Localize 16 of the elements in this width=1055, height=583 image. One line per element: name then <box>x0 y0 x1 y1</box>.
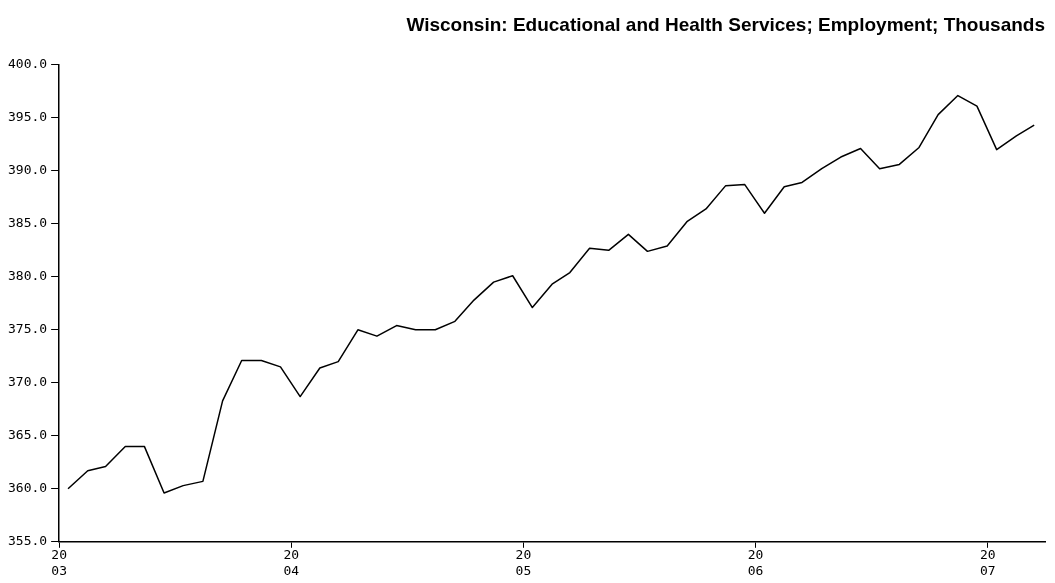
y-tick-label: 390.0 <box>7 162 48 178</box>
y-tick-label: 400.0 <box>7 56 48 72</box>
y-tick-label: 360.0 <box>7 480 48 496</box>
y-tick-label: 370.0 <box>7 374 48 390</box>
x-tick-label: 20 04 <box>283 546 300 578</box>
x-tick-label: 20 07 <box>979 546 996 578</box>
x-tick-label: 20 05 <box>515 546 532 578</box>
y-tick-label: 375.0 <box>7 321 48 337</box>
x-tick-label: 20 03 <box>51 546 67 578</box>
chart-title: Wisconsin: Educational and Health Services; Employment; Thousands <box>406 13 1045 35</box>
y-tick-label: 380.0 <box>7 268 48 284</box>
y-tick-label: 355.0 <box>7 533 48 549</box>
y-tick-label: 365.0 <box>7 427 48 443</box>
y-tick-label: 395.0 <box>7 109 48 125</box>
x-tick-label: 20 06 <box>747 546 764 578</box>
y-tick-label: 385.0 <box>7 215 48 231</box>
